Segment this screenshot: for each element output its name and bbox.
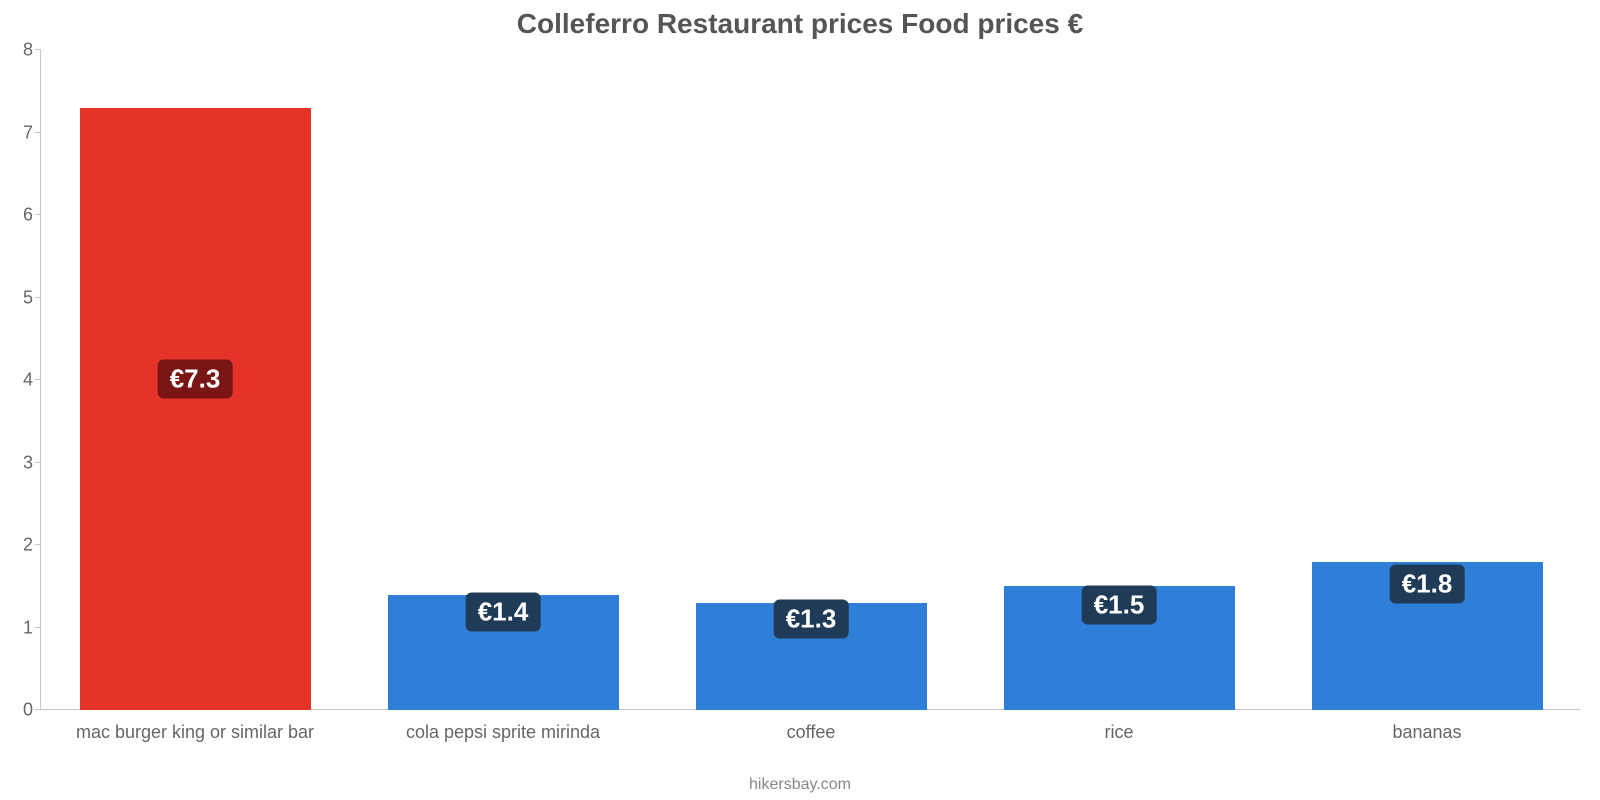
y-tick	[35, 709, 41, 710]
y-tick	[35, 49, 41, 50]
bar-value-label: €1.3	[774, 599, 849, 638]
x-category-label: bananas	[1392, 722, 1461, 743]
y-tick-label: 1	[5, 617, 33, 638]
y-tick-label: 0	[5, 700, 33, 721]
bar	[80, 108, 311, 710]
bar-value-label: €7.3	[158, 359, 233, 398]
y-tick	[35, 379, 41, 380]
plot-area: €7.3€1.4€1.3€1.5€1.8 012345678mac burger…	[40, 50, 1580, 710]
y-tick-label: 7	[5, 122, 33, 143]
x-category-label: mac burger king or similar bar	[76, 722, 314, 743]
y-tick	[35, 462, 41, 463]
y-tick-label: 4	[5, 370, 33, 391]
source-label: hikersbay.com	[0, 776, 1600, 794]
x-category-label: rice	[1104, 722, 1133, 743]
x-category-label: coffee	[787, 722, 836, 743]
bars-container: €7.3 €1.4 €1.3 €1.5 €1.8	[41, 50, 1580, 710]
y-tick-label: 8	[5, 40, 33, 61]
bar-value-label: €1.4	[466, 592, 541, 631]
bar-value-label: €1.5	[1082, 585, 1157, 624]
y-tick-label: 3	[5, 452, 33, 473]
chart-title: Colleferro Restaurant prices Food prices…	[0, 8, 1600, 40]
x-category-label: cola pepsi sprite mirinda	[406, 722, 600, 743]
y-tick	[35, 214, 41, 215]
y-tick-label: 2	[5, 535, 33, 556]
y-tick	[35, 297, 41, 298]
y-tick	[35, 132, 41, 133]
y-tick	[35, 544, 41, 545]
bar-value-label: €1.8	[1390, 564, 1465, 603]
y-tick-label: 5	[5, 287, 33, 308]
y-tick-label: 6	[5, 205, 33, 226]
price-chart: Colleferro Restaurant prices Food prices…	[0, 0, 1600, 800]
y-tick	[35, 627, 41, 628]
